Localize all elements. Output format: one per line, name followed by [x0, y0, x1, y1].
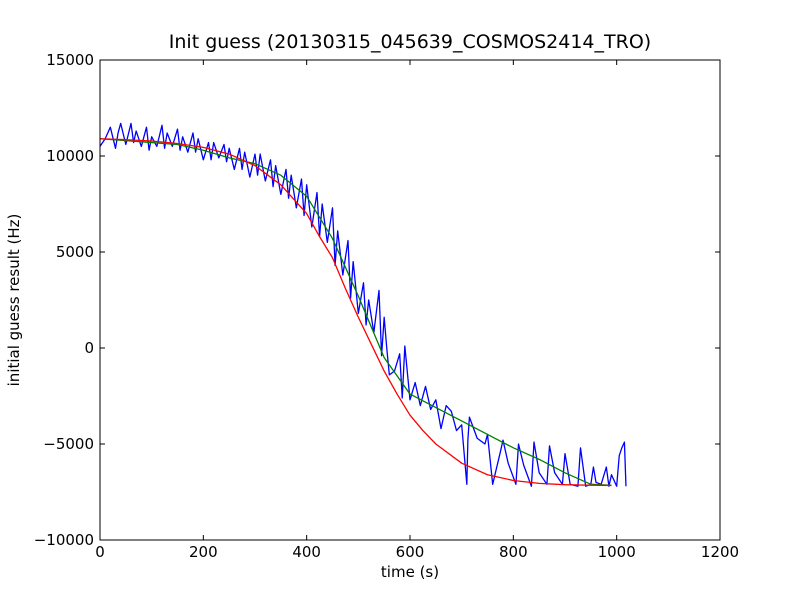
- y-tick-label: 0: [84, 339, 94, 357]
- y-tick-label: −10000: [34, 531, 94, 549]
- plot-frame: [99, 59, 721, 541]
- y-tick-label: 15000: [46, 51, 94, 69]
- y-tick-label: 5000: [56, 243, 94, 261]
- series-line-1: [99, 122, 627, 487]
- x-tick-label: 400: [292, 543, 321, 561]
- x-tick-label: 1200: [701, 543, 739, 561]
- y-axis-label: initial guess result (Hz): [5, 214, 23, 387]
- x-tick-label: 600: [396, 543, 425, 561]
- series-line-3: [99, 138, 612, 487]
- x-tick-label: 800: [499, 543, 528, 561]
- x-tick-label: 200: [189, 543, 218, 561]
- y-tick-label: 10000: [46, 147, 94, 165]
- x-tick-label: 0: [95, 543, 105, 561]
- chart-title: Init guess (20130315_045639_COSMOS2414_T…: [169, 31, 651, 53]
- x-tick-label: 1000: [598, 543, 636, 561]
- y-tick-label: −5000: [43, 435, 94, 453]
- x-axis-label: time (s): [381, 563, 439, 581]
- y-axis-ticks: −10000 −5000 0 5000 10000 15000: [34, 51, 720, 549]
- series-line-2: [99, 138, 612, 486]
- series-lines: [99, 122, 627, 487]
- x-axis-ticks: 0 200 400 600 800 1000 1200: [95, 60, 739, 561]
